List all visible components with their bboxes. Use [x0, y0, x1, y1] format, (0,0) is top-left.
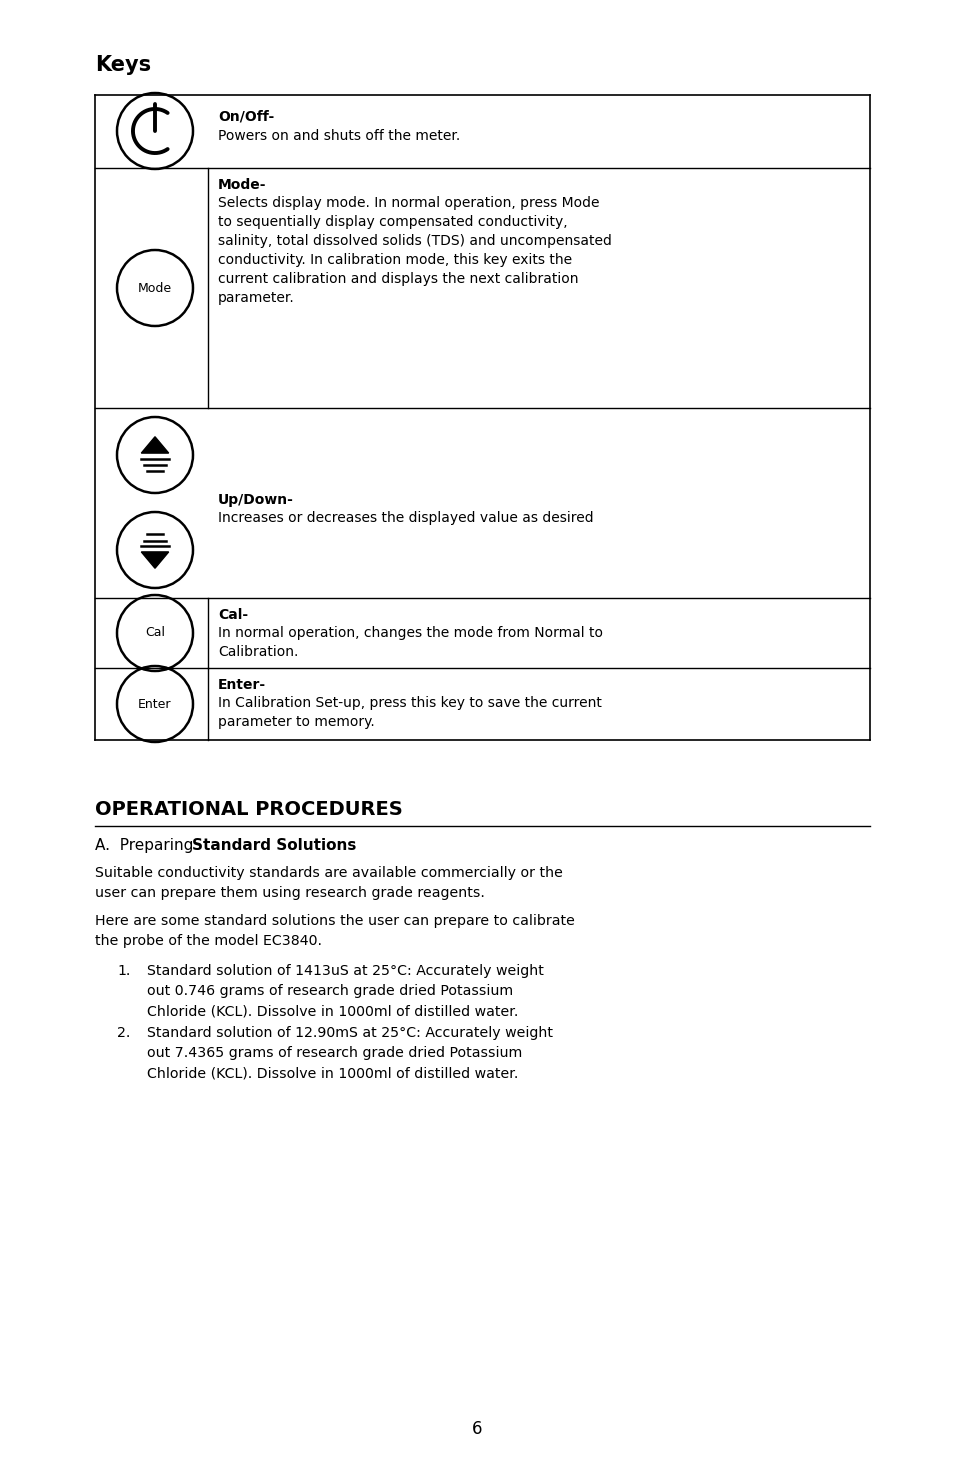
Text: Mode: Mode: [138, 282, 172, 295]
Text: A.  Preparing: A. Preparing: [95, 838, 198, 853]
Text: Increases or decreases the displayed value as desired: Increases or decreases the displayed val…: [218, 510, 593, 525]
Text: Cal: Cal: [145, 627, 165, 640]
Text: OPERATIONAL PROCEDURES: OPERATIONAL PROCEDURES: [95, 799, 402, 819]
Text: Enter: Enter: [138, 698, 172, 711]
Text: 6: 6: [471, 1420, 482, 1438]
Text: 2.: 2.: [117, 1027, 131, 1040]
Text: In normal operation, changes the mode from Normal to
Calibration.: In normal operation, changes the mode fr…: [218, 625, 602, 659]
Text: Enter-: Enter-: [218, 678, 266, 692]
Text: Standard solution of 12.90mS at 25°C: Accurately weight
out 7.4365 grams of rese: Standard solution of 12.90mS at 25°C: Ac…: [147, 1027, 553, 1080]
Text: Mode-: Mode-: [218, 178, 266, 192]
Text: Selects display mode. In normal operation, press Mode
to sequentially display co: Selects display mode. In normal operatio…: [218, 196, 611, 305]
Text: Suitable conductivity standards are available commercially or the
user can prepa: Suitable conductivity standards are avai…: [95, 866, 562, 900]
Text: Cal-: Cal-: [218, 608, 248, 622]
Text: Keys: Keys: [95, 55, 151, 75]
Text: Powers on and shuts off the meter.: Powers on and shuts off the meter.: [218, 128, 459, 143]
Text: Here are some standard solutions the user can prepare to calibrate
the probe of : Here are some standard solutions the use…: [95, 914, 575, 948]
Text: Standard Solutions: Standard Solutions: [192, 838, 356, 853]
Text: Up/Down-: Up/Down-: [218, 493, 294, 507]
Polygon shape: [141, 552, 169, 568]
Polygon shape: [141, 437, 169, 453]
Text: 1.: 1.: [117, 965, 131, 978]
Text: Standard solution of 1413uS at 25°C: Accurately weight
out 0.746 grams of resear: Standard solution of 1413uS at 25°C: Acc…: [147, 965, 543, 1018]
Text: On/Off-: On/Off-: [218, 109, 274, 122]
Text: In Calibration Set-up, press this key to save the current
parameter to memory.: In Calibration Set-up, press this key to…: [218, 696, 601, 729]
